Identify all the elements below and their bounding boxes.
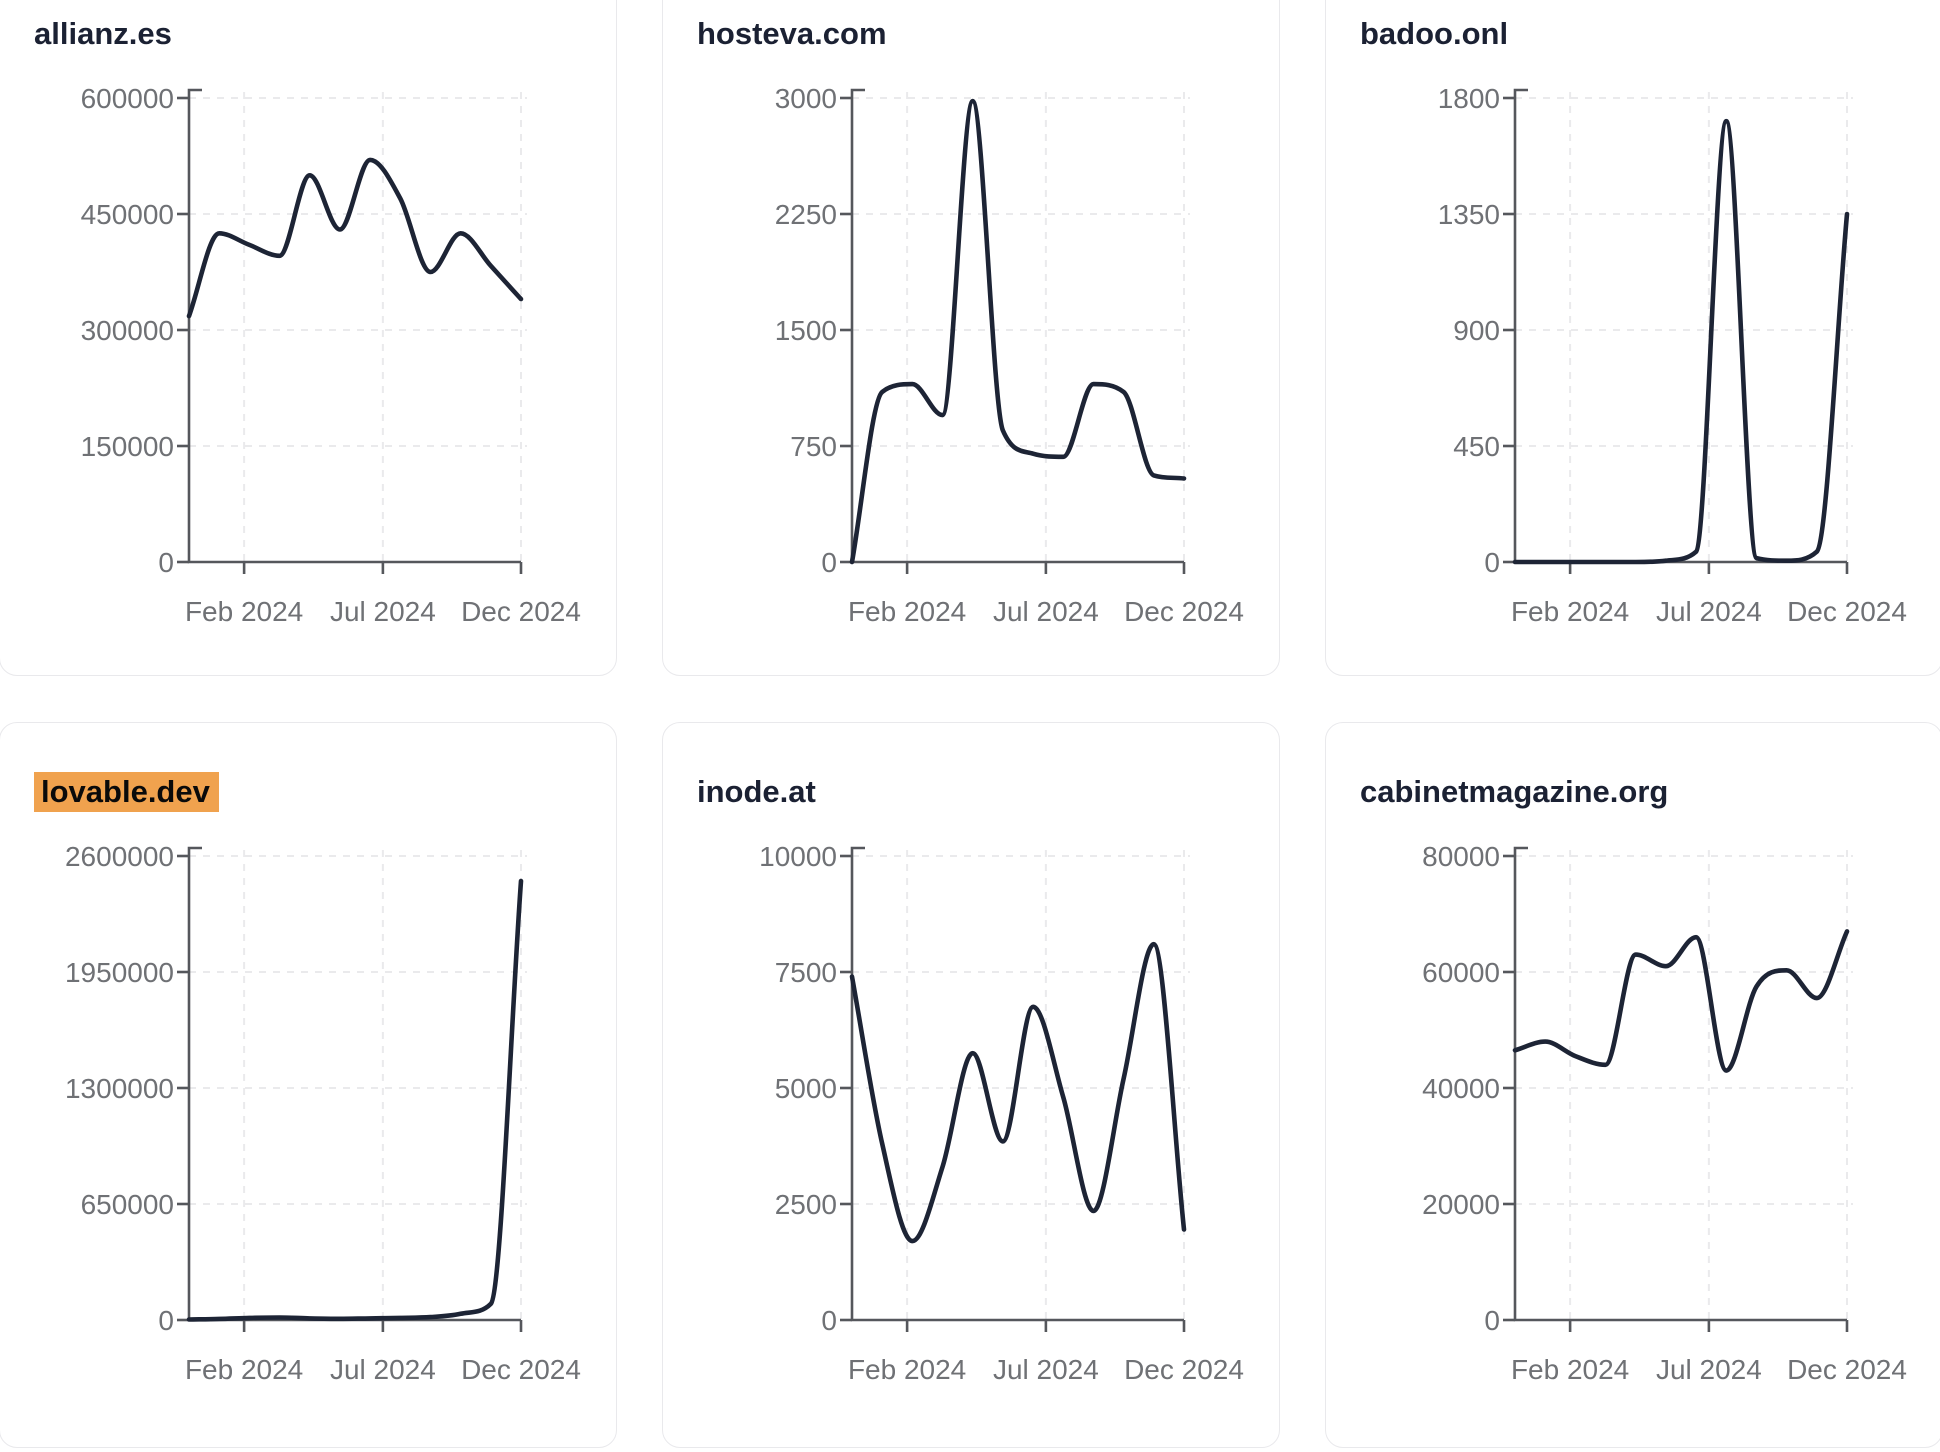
x-tick-label: Dec 2024 [1124,596,1244,627]
y-tick-label: 1800 [1438,83,1500,114]
y-tick-label: 40000 [1422,1073,1500,1104]
chart-card-allianz-es[interactable]: allianz.es 0 150000 300000 450000 600000 Feb … [0,0,617,676]
line-chart-hosteva-com: 0 750 1500 2250 3000 Feb 2024 Jul 2024 Dec 2024 [775,83,1244,627]
axis-labels: 0 750 1500 2250 3000 Feb 2024 Jul 2024 Dec 2024 [775,83,1244,627]
gridlines [852,92,1190,562]
y-tick-label: 750 [790,431,837,462]
y-tick-label: 1950000 [65,957,174,988]
y-tick-label: 2250 [775,199,837,230]
axis-labels: 0 20000 40000 60000 80000 Feb 2024 Jul 2024 Dec… [1422,841,1907,1385]
line-chart-lovable-dev: 0 650000 1300000 1950000 2600000 Feb 2024 Jul … [65,841,581,1385]
y-tick-label: 20000 [1422,1189,1500,1220]
chart-card-badoo-onl[interactable]: badoo.onl 0 450 900 1350 1800 Feb 2024 Jul 202… [1325,0,1940,676]
x-tick-label: Feb 2024 [185,1354,303,1385]
x-tick-label: Dec 2024 [461,596,581,627]
gridlines [1515,850,1853,1320]
x-tick-label: Feb 2024 [185,596,303,627]
chart-card-cabinetmagazine-org[interactable]: cabinetmagazine.org 0 20000 40000 60000 8000… [1325,722,1940,1448]
y-tick-label: 0 [158,1305,174,1336]
chart-title-hosteva-com: hosteva.com [697,16,887,51]
x-tick-label: Jul 2024 [1656,596,1762,627]
series-line [186,157,524,319]
y-tick-label: 60000 [1422,957,1500,988]
chart-card-inode-at[interactable]: inode.at 0 2500 5000 7500 10000 Feb 2024 Jul 2… [662,722,1280,1448]
axis-labels: 0 150000 300000 450000 600000 Feb 2024 Jul 202… [81,83,581,627]
y-tick-label: 3000 [775,83,837,114]
y-tick-label: 450000 [81,199,174,230]
gridlines [189,92,527,562]
x-tick-label: Dec 2024 [1787,596,1907,627]
axis-lines [840,846,1186,1332]
x-tick-label: Dec 2024 [1787,1354,1907,1385]
y-tick-label: 0 [1484,1305,1500,1336]
y-tick-label: 1300000 [65,1073,174,1104]
x-tick-label: Dec 2024 [1124,1354,1244,1385]
y-tick-label: 2600000 [65,841,174,872]
line-chart-badoo-onl: 0 450 900 1350 1800 Feb 2024 Jul 2024 Dec 2024 [1438,83,1907,627]
axis-labels: 0 450 900 1350 1800 Feb 2024 Jul 2024 Dec 2024 [1438,83,1907,627]
y-tick-label: 600000 [81,83,174,114]
x-tick-label: Jul 2024 [993,596,1099,627]
y-tick-label: 5000 [775,1073,837,1104]
y-tick-label: 300000 [81,315,174,346]
axis-lines [177,88,523,574]
y-tick-label: 900 [1453,315,1500,346]
line-chart-allianz-es: 0 150000 300000 450000 600000 Feb 2024 Jul 202… [81,83,581,627]
gridlines [852,850,1190,1320]
y-tick-label: 1350 [1438,199,1500,230]
y-tick-label: 1500 [775,315,837,346]
x-tick-label: Jul 2024 [330,1354,436,1385]
y-tick-label: 150000 [81,431,174,462]
series-line [1512,929,1850,1073]
y-tick-label: 450 [1453,431,1500,462]
y-tick-label: 0 [1484,547,1500,578]
line-chart-inode-at: 0 2500 5000 7500 10000 Feb 2024 Jul 2024 Dec 20… [759,841,1244,1385]
x-tick-label: Jul 2024 [993,1354,1099,1385]
y-tick-label: 2500 [775,1189,837,1220]
y-tick-label: 80000 [1422,841,1500,872]
axis-labels: 0 2500 5000 7500 10000 Feb 2024 Jul 2024 Dec 20… [759,841,1244,1385]
series-line [1512,118,1850,565]
x-tick-label: Feb 2024 [848,596,966,627]
chart-title-inode-at: inode.at [697,774,816,809]
axis-lines [177,846,523,1332]
x-tick-label: Dec 2024 [461,1354,581,1385]
gridlines [189,850,527,1320]
x-tick-label: Feb 2024 [1511,1354,1629,1385]
gridlines [1515,92,1853,562]
series-line [186,878,524,1322]
axis-labels: 0 650000 1300000 1950000 2600000 Feb 2024 Jul … [65,841,581,1385]
y-tick-label: 0 [158,547,174,578]
series-line [849,941,1187,1244]
chart-card-hosteva-com[interactable]: hosteva.com 0 750 1500 2250 3000 Feb 2024 Jul … [662,0,1280,676]
y-tick-label: 0 [821,547,837,578]
y-tick-label: 10000 [759,841,837,872]
axis-lines [1503,88,1849,574]
chart-card-lovable-dev[interactable]: lovable.dev 0 650000 1300000 1950000 2600000… [0,722,617,1448]
x-tick-label: Jul 2024 [330,596,436,627]
series-line [849,98,1187,565]
y-tick-label: 7500 [775,957,837,988]
chart-title-badoo-onl: badoo.onl [1360,16,1509,51]
x-tick-label: Jul 2024 [1656,1354,1762,1385]
y-tick-label: 0 [821,1305,837,1336]
axis-lines [1503,846,1849,1332]
line-chart-cabinetmagazine-org: 0 20000 40000 60000 80000 Feb 2024 Jul 2024 Dec… [1422,841,1907,1385]
x-tick-label: Feb 2024 [848,1354,966,1385]
axis-lines [840,88,1186,574]
chart-title-allianz-es: allianz.es [34,16,172,51]
x-tick-label: Feb 2024 [1511,596,1629,627]
chart-title-lovable-dev: lovable.dev [34,772,219,812]
y-tick-label: 650000 [81,1189,174,1220]
chart-title-cabinetmagazine-org: cabinetmagazine.org [1360,774,1669,809]
